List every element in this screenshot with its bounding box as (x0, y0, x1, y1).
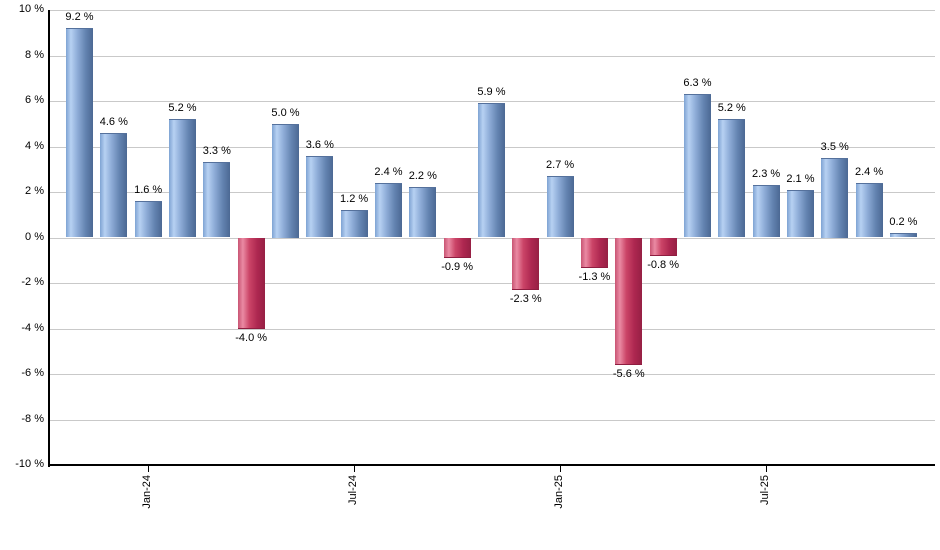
y-axis-label: 2 % (25, 185, 44, 197)
bar-value-label: 2.4 % (855, 165, 884, 178)
bar-value-label: 3.6 % (305, 138, 334, 151)
bar (512, 238, 540, 291)
bar-value-label: 4.6 % (99, 115, 128, 128)
bar (855, 182, 883, 238)
x-axis-tick-label: Jan-24 (141, 475, 154, 509)
gridline (50, 55, 935, 57)
bar (409, 187, 437, 238)
bar (615, 238, 643, 366)
bar (718, 119, 746, 238)
bar-value-label: -0.9 % (441, 261, 474, 274)
bar-value-label: 5.0 % (271, 106, 300, 119)
bar-value-label: 2.2 % (408, 170, 437, 183)
y-axis-label: -4 % (21, 321, 44, 334)
bar-value-label: 2.3 % (752, 168, 781, 181)
gridline (50, 237, 935, 239)
x-axis-tick (766, 466, 768, 472)
y-axis-label: -6 % (21, 367, 44, 379)
bar-value-label: 9.2 % (65, 11, 94, 24)
bar (271, 123, 299, 238)
bar-value-label: 5.2 % (168, 102, 197, 115)
bar (786, 189, 814, 238)
bar-value-label: 0.2 % (889, 215, 918, 228)
bar-value-label: 5.9 % (477, 86, 506, 99)
bar (821, 157, 849, 238)
bar-value-label: 2.1 % (786, 172, 815, 185)
bar (340, 210, 368, 238)
bar (649, 238, 677, 257)
bar-value-label: 1.6 % (134, 184, 163, 197)
y-axis-label: 0 % (25, 230, 44, 243)
bar (546, 176, 574, 238)
x-axis-tick-label: Jan-25 (553, 475, 566, 509)
bar (374, 182, 402, 238)
gridline (50, 283, 935, 284)
bar-value-label: -1.3 % (578, 270, 611, 283)
bar-value-label: -2.3 % (509, 293, 542, 306)
bar-value-label: -5.6 % (612, 368, 645, 381)
y-axis-label: 6 % (25, 94, 44, 106)
y-axis-label: -2 % (21, 276, 44, 288)
x-axis-tick (560, 466, 562, 472)
x-axis-tick-label: Jul-25 (759, 475, 772, 505)
bar-value-label: 3.5 % (820, 140, 849, 153)
gridline (50, 10, 935, 11)
x-axis-tick (354, 466, 356, 472)
bar-value-label: 5.2 % (717, 102, 746, 115)
y-axis-label: 8 % (25, 48, 44, 61)
x-axis-tick-label: Jul-24 (347, 475, 360, 505)
bar (203, 162, 231, 238)
bar (66, 28, 93, 238)
bar-value-label: -0.8 % (647, 259, 679, 272)
bar (477, 103, 505, 238)
bar-value-label: 2.7 % (546, 159, 575, 172)
bar (889, 232, 917, 238)
bar (580, 238, 608, 268)
gridline (50, 374, 935, 375)
y-axis-label: 4 % (25, 139, 44, 152)
bar (134, 201, 162, 238)
y-axis-label: -8 % (21, 412, 44, 425)
bar (100, 132, 128, 238)
x-axis-line (48, 464, 935, 466)
gridline (50, 328, 935, 330)
bar (306, 155, 334, 238)
bar-value-label: 6.3 % (683, 77, 712, 90)
bar-value-label: 2.4 % (374, 165, 403, 178)
gridline (50, 419, 935, 421)
y-axis-label: 10 % (18, 3, 44, 15)
gridline (50, 101, 935, 102)
x-axis-tick (148, 466, 150, 472)
bar (443, 238, 471, 259)
y-axis-line (48, 10, 50, 467)
bar (168, 119, 196, 238)
bar-value-label: 3.3 % (202, 145, 231, 158)
y-axis-label: -10 % (15, 458, 44, 470)
bar (237, 238, 265, 329)
bar (683, 94, 711, 238)
bar-value-label: -4.0 % (235, 332, 268, 344)
bar (752, 185, 780, 238)
bar-value-label: 1.2 % (340, 193, 369, 206)
